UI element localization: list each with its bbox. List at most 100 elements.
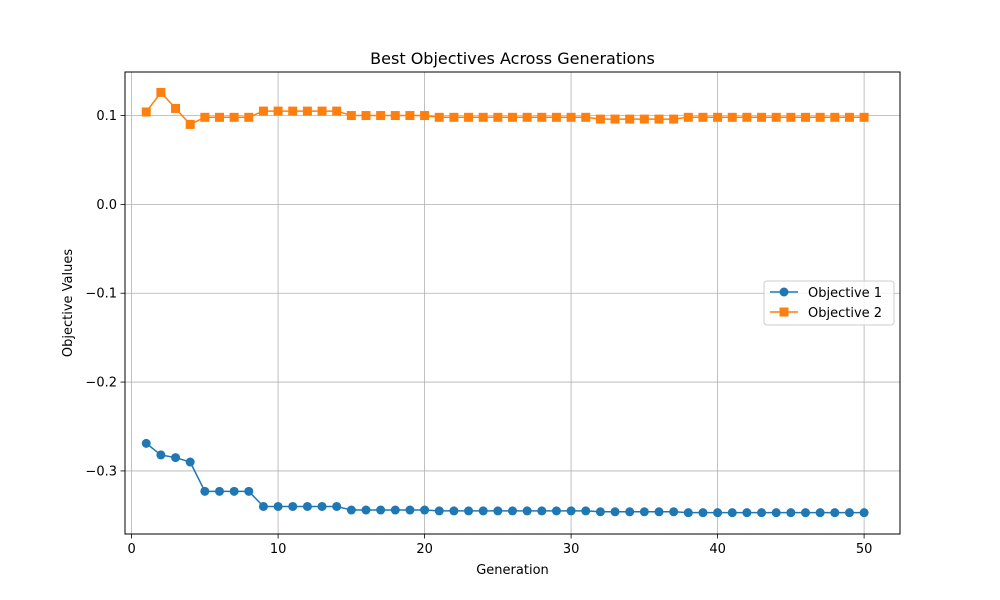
data-point-objective-1 [742,508,752,518]
legend-label-objective-2: Objective 2 [808,306,882,321]
data-point-objective-1 [390,505,400,515]
data-point-objective-2 [830,112,840,122]
data-point-objective-1 [200,486,210,496]
data-point-objective-1 [844,508,854,518]
data-point-objective-1 [171,453,181,463]
data-point-objective-2 [185,119,195,129]
data-point-objective-2 [683,112,693,122]
data-point-objective-1 [405,505,415,515]
x-tick-label: 20 [416,542,433,557]
data-point-objective-2 [361,111,371,121]
data-point-objective-2 [801,112,811,122]
data-point-objective-1 [141,438,151,448]
data-point-objective-2 [244,112,254,122]
y-tick-label: 0.1 [96,109,117,124]
series-objective-1 [141,438,869,518]
data-point-objective-2 [595,114,605,124]
legend-marker-objective-1 [779,287,789,297]
data-point-objective-2 [727,112,737,122]
data-point-objective-2 [859,112,869,122]
series-layer [141,87,869,518]
legend: Objective 1 Objective 2 [763,280,895,326]
data-point-objective-1 [566,506,576,516]
data-point-objective-2 [639,114,649,124]
data-point-objective-2 [551,112,561,122]
data-point-objective-1 [815,508,825,518]
data-point-objective-1 [522,506,532,516]
legend-label-objective-1: Objective 1 [808,286,882,301]
data-point-objective-2 [537,112,547,122]
data-point-objective-2 [698,112,708,122]
data-point-objective-2 [200,112,210,122]
data-point-objective-1 [258,501,268,511]
data-point-objective-1 [654,507,664,517]
data-point-objective-1 [332,501,342,511]
data-point-objective-1 [508,506,517,516]
data-point-objective-2 [449,112,459,122]
data-point-objective-2 [405,111,415,121]
data-point-objective-1 [449,506,459,516]
plot-area-frame [124,71,901,535]
data-point-objective-1 [464,506,474,516]
data-point-objective-2 [654,114,664,124]
data-point-objective-1 [595,507,605,517]
data-point-objective-1 [361,505,371,515]
data-point-objective-1 [434,506,444,516]
data-point-objective-1 [698,508,708,518]
data-point-objective-2 [302,106,312,116]
data-point-objective-2 [786,112,796,122]
data-point-objective-1 [376,505,386,515]
data-point-objective-2 [566,112,576,122]
data-point-objective-2 [390,111,400,121]
data-point-objective-2 [258,106,268,116]
data-point-objective-1 [801,508,811,518]
data-point-objective-2 [141,107,151,117]
x-tick-label: 10 [270,542,287,557]
data-point-objective-1 [683,508,693,518]
x-tick-label: 30 [563,542,580,557]
data-point-objective-2 [273,106,283,116]
y-tick-label: 0.0 [96,198,117,213]
chart-title: Best Objectives Across Generations [370,49,655,68]
data-point-objective-2 [346,111,356,121]
data-point-objective-1 [713,508,723,518]
data-point-objective-2 [742,112,752,122]
x-axis-label: Generation [476,563,549,578]
data-point-objective-1 [317,501,327,511]
data-point-objective-2 [669,114,679,124]
data-point-objective-2 [844,112,854,122]
series-objective-2 [141,87,869,129]
data-point-objective-2 [288,106,298,116]
data-point-objective-2 [625,114,635,124]
y-tick-label: −0.2 [85,376,117,391]
data-point-objective-1 [727,508,737,518]
data-point-objective-1 [771,508,781,518]
data-point-objective-2 [508,112,517,122]
legend-marker-objective-2 [779,307,789,317]
axis-ticks: 0 10 20 30 40 50 −0.3 −0.2 −0.1 0.0 0.1 [85,109,872,557]
data-point-objective-1 [757,508,767,518]
data-point-objective-1 [244,486,254,496]
data-point-objective-1 [288,501,298,511]
data-point-objective-1 [610,507,620,517]
data-point-objective-1 [420,505,430,515]
data-point-objective-2 [581,112,591,122]
data-point-objective-1 [830,508,840,518]
data-point-objective-2 [156,87,166,97]
data-point-objective-1 [537,506,547,516]
data-point-objective-2 [434,112,444,122]
x-tick-label: 40 [709,542,726,557]
data-point-objective-2 [771,112,781,122]
data-point-objective-2 [757,112,767,122]
y-axis-label: Objective Values [61,249,76,357]
y-tick-label: −0.1 [85,287,117,302]
data-point-objective-2 [493,112,503,122]
data-point-objective-2 [522,112,532,122]
data-point-objective-1 [786,508,796,518]
data-point-objective-2 [214,112,224,122]
data-point-objective-1 [669,507,679,517]
data-point-objective-1 [273,501,283,511]
data-point-objective-1 [859,508,869,518]
data-point-objective-1 [639,507,649,517]
